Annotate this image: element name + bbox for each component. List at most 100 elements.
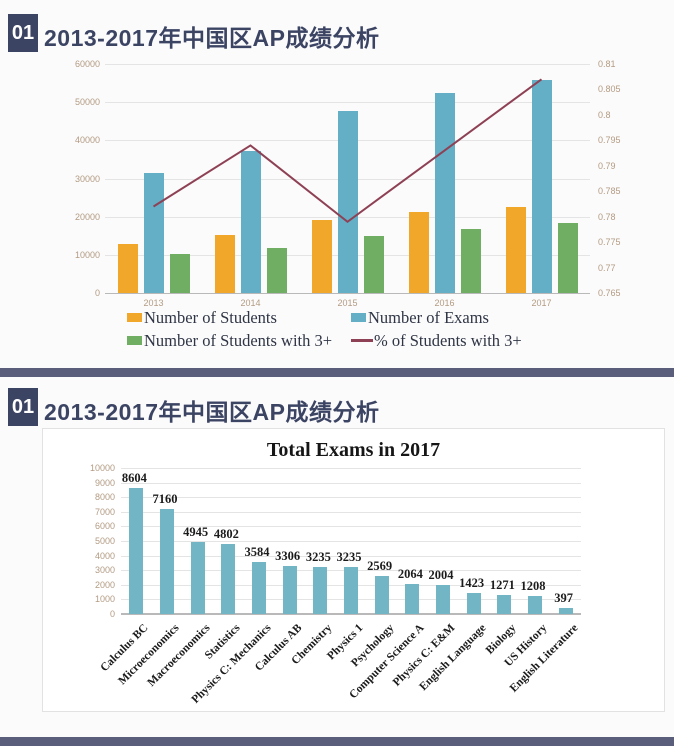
legend-row-2: Number of Students with 3+ % of Students… bbox=[127, 329, 607, 352]
panel1-title: 2013-2017年中国区AP成绩分析 bbox=[44, 25, 380, 51]
bar bbox=[117, 244, 138, 293]
gridline bbox=[121, 482, 581, 484]
bar bbox=[434, 93, 455, 293]
students-swatch-icon bbox=[127, 313, 142, 322]
right-axis-tick: 0.78 bbox=[598, 211, 616, 222]
bar bbox=[505, 207, 526, 293]
value-label: 1208 bbox=[520, 579, 546, 594]
y-axis-tick: 3000 bbox=[94, 565, 115, 576]
value-label: 4945 bbox=[183, 524, 209, 539]
gridline bbox=[121, 541, 581, 542]
bar bbox=[363, 236, 384, 293]
bar bbox=[169, 254, 190, 293]
gridline bbox=[121, 555, 581, 557]
right-axis-tick: 0.81 bbox=[598, 59, 616, 69]
bar bbox=[313, 566, 328, 614]
bar bbox=[129, 488, 144, 614]
gridline bbox=[121, 497, 581, 499]
bar bbox=[408, 212, 429, 293]
bar bbox=[374, 576, 389, 614]
panel1-number-badge: 01 bbox=[8, 14, 38, 52]
y-axis-tick: 7000 bbox=[94, 506, 115, 517]
right-axis-tick: 0.785 bbox=[598, 186, 621, 197]
bar bbox=[466, 593, 481, 614]
bar bbox=[252, 561, 266, 614]
right-axis-tick: 0.805 bbox=[598, 84, 621, 95]
bar bbox=[344, 566, 358, 614]
value-label: 3306 bbox=[275, 548, 301, 563]
legend-item-pct-3plus: % of Students with 3+ bbox=[351, 331, 522, 351]
panel2-number-badge: 01 bbox=[8, 388, 38, 426]
left-axis-tick: 20000 bbox=[74, 211, 100, 222]
left-axis-tick: 40000 bbox=[74, 135, 100, 146]
value-label: 7160 bbox=[152, 492, 178, 507]
bar bbox=[436, 584, 450, 614]
chart1-legend: Number of Students Number of Exams Numbe… bbox=[127, 306, 607, 352]
gridline bbox=[121, 468, 581, 469]
legend-row-1: Number of Students Number of Exams bbox=[127, 306, 607, 329]
x-axis-label: 2013 bbox=[143, 298, 164, 308]
legend-label: Number of Students bbox=[144, 307, 277, 327]
bar bbox=[190, 541, 205, 614]
total-exams-2017-chart: Total Exams in 2017 0 1000 2000 3000 4000 500… bbox=[42, 428, 665, 712]
y-axis-tick: 10000 bbox=[89, 463, 115, 473]
bar bbox=[460, 228, 481, 293]
gridline bbox=[121, 526, 581, 528]
gridline bbox=[105, 64, 590, 65]
y-axis-tick: 5000 bbox=[94, 536, 115, 546]
bar bbox=[160, 509, 174, 614]
legend-label: % of Students with 3+ bbox=[374, 330, 522, 350]
panel2-title: 2013-2017年中国区AP成绩分析 bbox=[44, 399, 380, 425]
y-axis-tick: 0 bbox=[109, 609, 115, 619]
legend-item-students-3plus: Number of Students with 3+ bbox=[127, 331, 351, 351]
x-axis-label: 2015 bbox=[337, 298, 358, 308]
bar bbox=[143, 172, 164, 293]
legend-label: Number of Exams bbox=[368, 307, 489, 327]
x-axis-label: 2014 bbox=[240, 298, 261, 308]
y-axis-tick: 6000 bbox=[94, 521, 115, 532]
left-axis-tick: 50000 bbox=[74, 97, 100, 108]
gridline bbox=[105, 102, 590, 104]
value-label: 3584 bbox=[244, 544, 270, 559]
bar bbox=[557, 223, 578, 293]
bar bbox=[531, 80, 552, 293]
value-label: 1423 bbox=[459, 576, 485, 591]
left-axis-tick: 0 bbox=[94, 288, 100, 298]
legend-label: Number of Students with 3+ bbox=[144, 330, 333, 350]
combo-chart-ap-2013-2017: 0 10000 20000 30000 40000 50000 60000 0.81 0.805… bbox=[0, 55, 674, 308]
x-axis-label: 2016 bbox=[434, 298, 455, 308]
value-label: 1271 bbox=[489, 578, 515, 593]
right-axis-tick: 0.8 bbox=[598, 109, 611, 120]
x-axis-line bbox=[105, 292, 590, 294]
left-axis-tick: 10000 bbox=[74, 249, 100, 260]
bar bbox=[528, 596, 542, 614]
y-axis-tick: 2000 bbox=[94, 579, 115, 590]
legend-item-exams: Number of Exams bbox=[351, 308, 489, 328]
right-axis-tick: 0.77 bbox=[598, 262, 616, 273]
left-axis-tick: 30000 bbox=[74, 173, 100, 184]
legend-item-students: Number of Students bbox=[127, 308, 351, 328]
bar bbox=[214, 234, 235, 293]
bar bbox=[558, 608, 573, 614]
value-label: 397 bbox=[554, 591, 574, 606]
right-axis-tick: 0.775 bbox=[598, 237, 621, 248]
value-label: 2569 bbox=[367, 559, 393, 574]
bottom-band bbox=[0, 737, 674, 746]
x-axis-line bbox=[121, 613, 581, 615]
value-label: 4802 bbox=[213, 526, 239, 541]
x-axis-label: 2017 bbox=[531, 298, 552, 308]
bar bbox=[240, 151, 261, 293]
right-axis-tick: 0.795 bbox=[598, 135, 621, 146]
pct-line-swatch-icon bbox=[351, 339, 373, 342]
bar bbox=[337, 110, 358, 293]
separator-band bbox=[0, 368, 674, 377]
bar bbox=[405, 583, 420, 614]
value-label: 3235 bbox=[336, 549, 362, 564]
bar bbox=[266, 247, 287, 293]
bar bbox=[311, 220, 332, 293]
bar bbox=[497, 595, 512, 614]
exams-swatch-icon bbox=[351, 313, 366, 322]
y-axis-tick: 4000 bbox=[94, 550, 115, 561]
students-3plus-swatch-icon bbox=[127, 336, 142, 345]
y-axis-tick: 8000 bbox=[94, 492, 115, 503]
